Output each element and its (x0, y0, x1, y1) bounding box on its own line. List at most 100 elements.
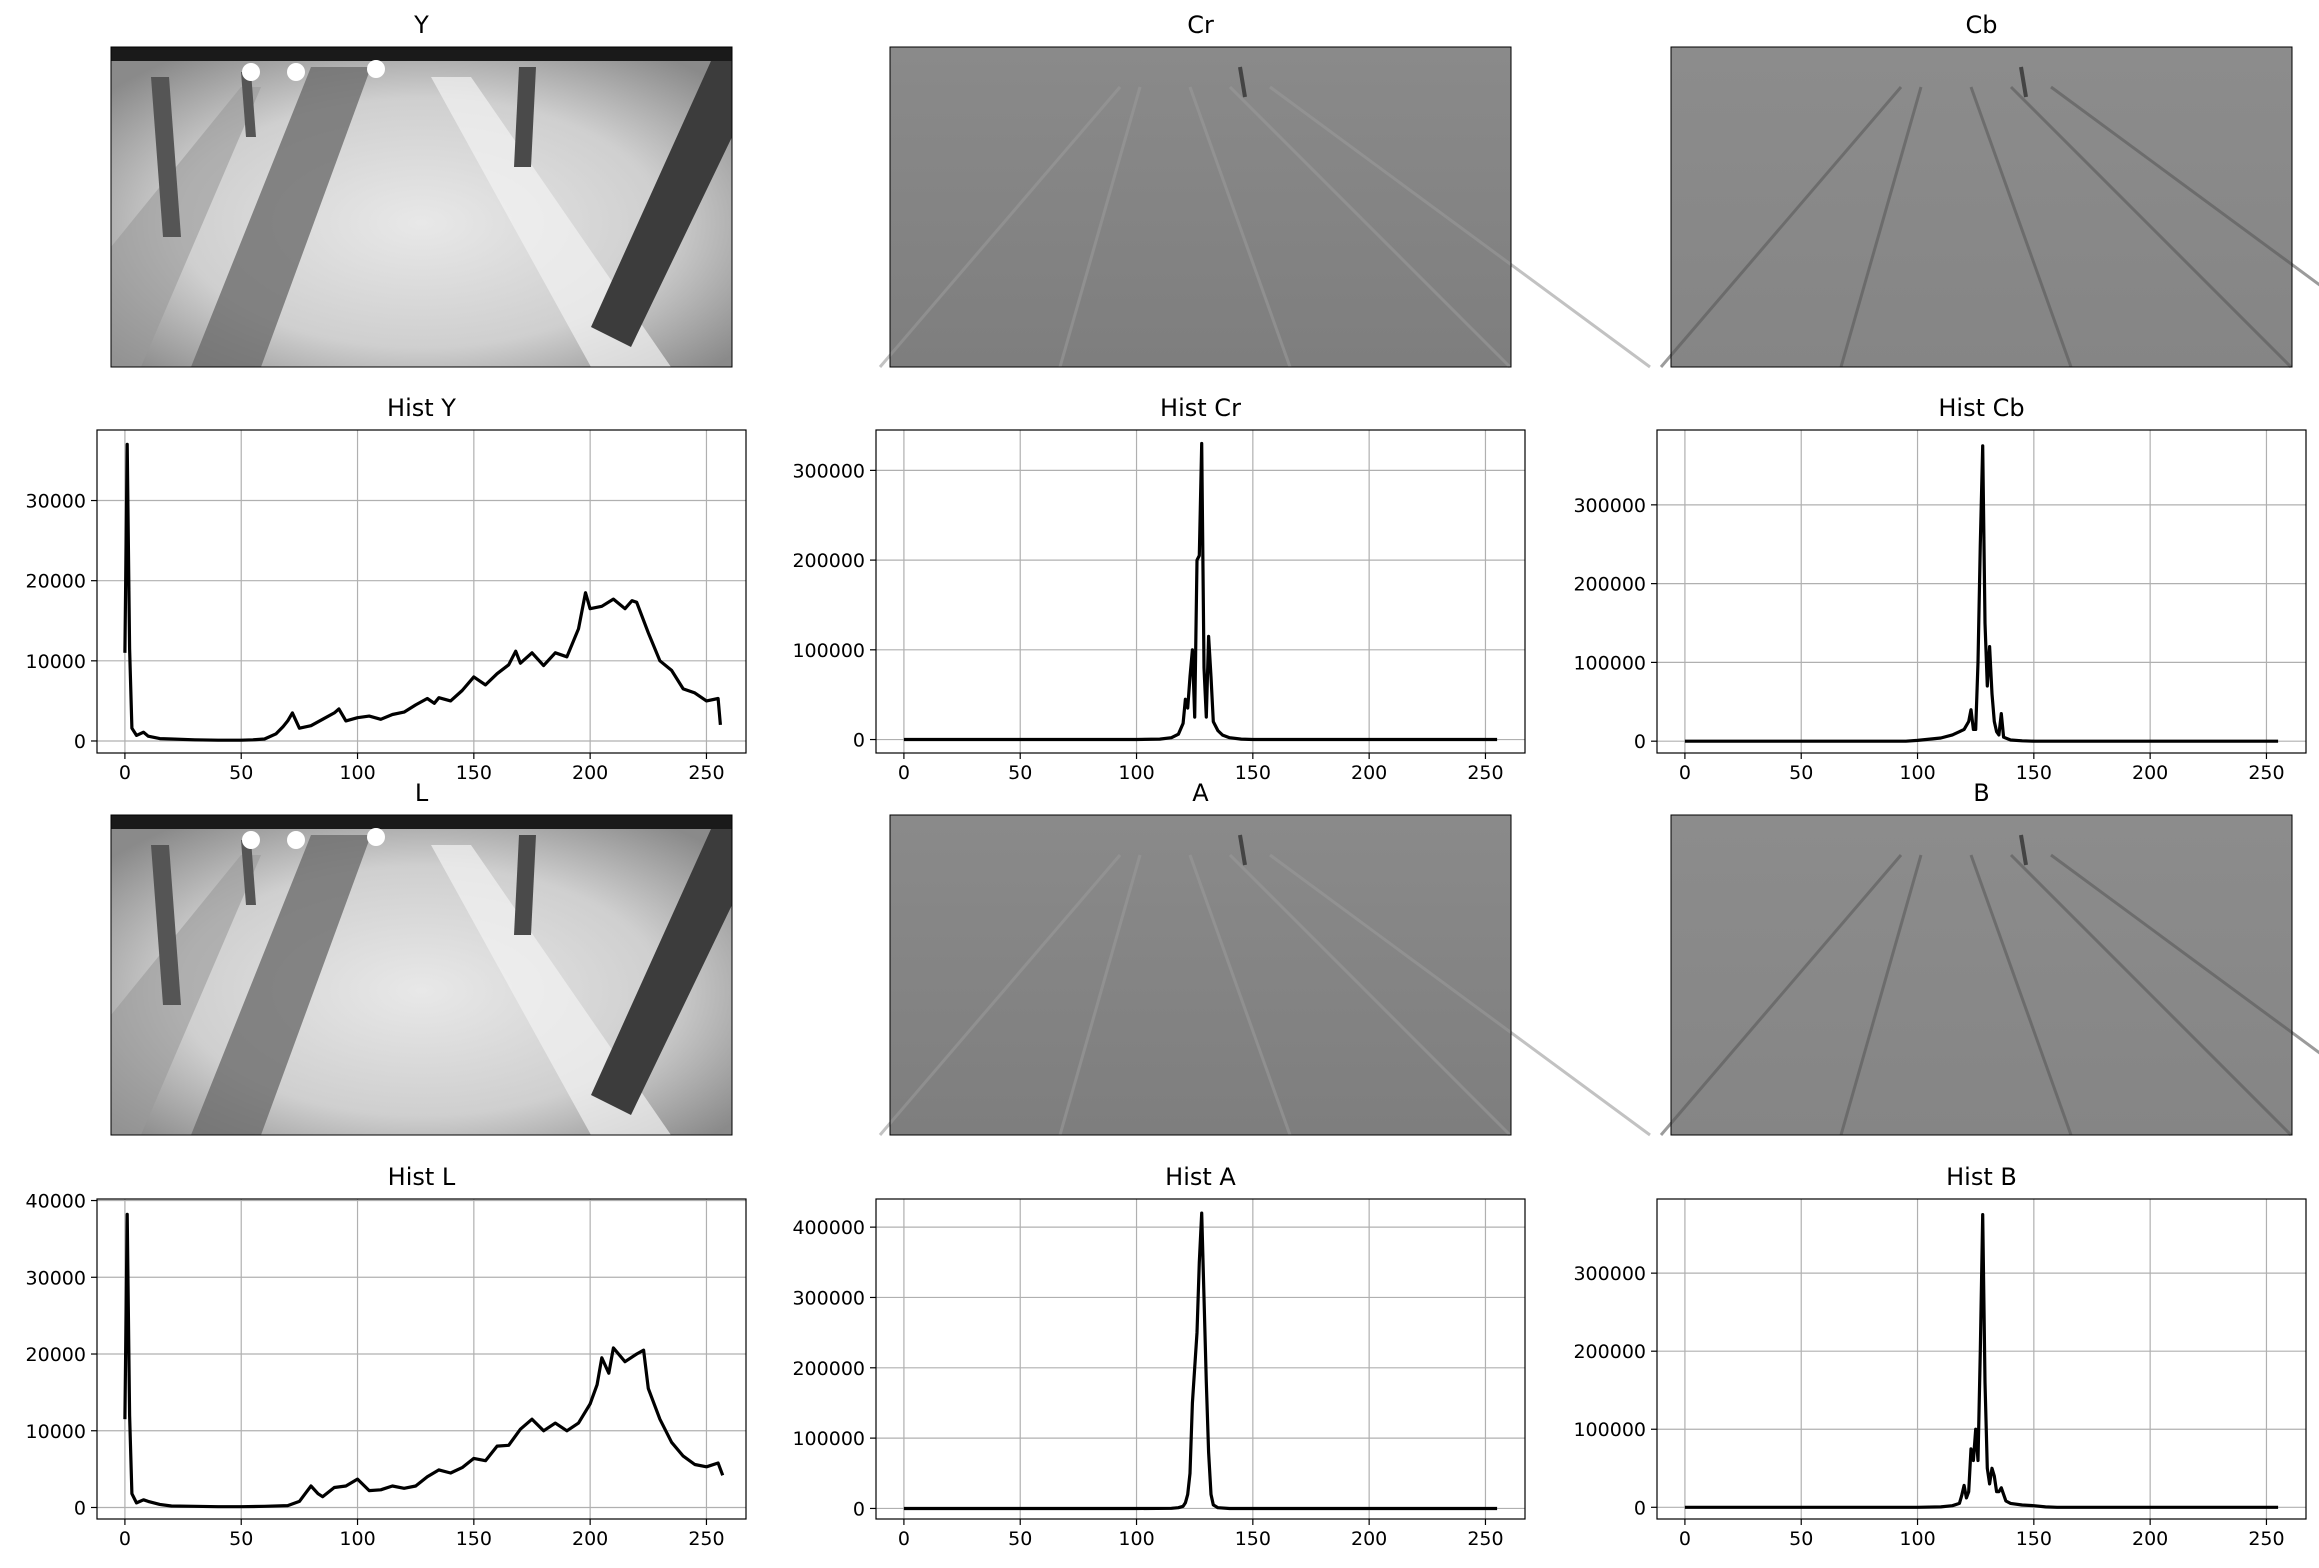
chart-hist-b: Hist B 0 50 100 150 200 250 0 100000 200000 300000 (1573, 1163, 2307, 1550)
y-tick-label: 0 (1634, 1497, 1646, 1519)
x-tick-label: 0 (898, 762, 910, 784)
plot-frame (96, 1198, 747, 1520)
x-tick-label: 100 (1899, 762, 1935, 784)
x-tick-label: 200 (1351, 1528, 1387, 1550)
chart-hist-a: Hist A 0 50 100 150 200 250 0 100000 200000 300000… (792, 1163, 1526, 1550)
x-tick-label: 250 (1467, 762, 1503, 784)
x-tick-label: 200 (1351, 762, 1387, 784)
channel-image (878, 814, 1651, 1137)
x-tick-label: 50 (229, 1528, 253, 1550)
channel-image (110, 814, 733, 1136)
channel-image (878, 46, 1651, 369)
y-tick-label: 400000 (792, 1217, 865, 1239)
image-title: Cb (1966, 11, 1998, 39)
y-tick-label: 300000 (792, 460, 865, 482)
x-tick-label: 250 (1467, 1528, 1503, 1550)
image-panel-l: L (110, 779, 733, 1136)
x-tick-label: 200 (2132, 1528, 2168, 1550)
y-tick-label: 300000 (1573, 1263, 1646, 1285)
image-title: B (1973, 779, 1989, 807)
y-tick-label: 100000 (792, 640, 865, 662)
x-tick-label: 0 (898, 1528, 910, 1550)
y-tick-label: 0 (853, 1498, 865, 1520)
image-title: Y (413, 11, 429, 39)
image-panel-b: B (1659, 779, 2319, 1137)
x-tick-label: 150 (456, 762, 492, 784)
chart-title: Hist A (1165, 1163, 1236, 1191)
histogram-line (903, 1211, 1498, 1511)
channel-image (1659, 46, 2319, 369)
x-tick-label: 100 (1899, 1528, 1935, 1550)
image-title: L (415, 779, 429, 807)
y-tick-label: 20000 (26, 571, 86, 593)
x-tick-label: 50 (229, 762, 253, 784)
chart-hist-l: Hist L 0 50 100 150 200 250 0 10000 20000 30000 400… (26, 1163, 747, 1550)
y-tick-label: 0 (1634, 731, 1646, 753)
y-tick-label: 30000 (26, 491, 86, 513)
grid (97, 1199, 746, 1519)
channel-image (110, 46, 733, 368)
plot-frame (875, 429, 1526, 754)
chart-hist-y: Hist Y 0 50 100 150 200 250 0 10000 20000 30000 (26, 394, 747, 784)
chart-title: Hist B (1946, 1163, 2017, 1191)
x-tick-label: 100 (339, 762, 375, 784)
y-tick-label: 300000 (1573, 495, 1646, 517)
image-panel-cr: Cr (878, 11, 1651, 369)
y-tick-label: 200000 (1573, 574, 1646, 596)
histogram-line (123, 442, 722, 742)
y-tick-label: 0 (74, 1497, 86, 1519)
y-tick-label: 200000 (792, 1358, 865, 1380)
x-tick-label: 100 (339, 1528, 375, 1550)
image-panel-y: Y (110, 11, 733, 368)
channel-image (1659, 814, 2319, 1137)
y-tick-label: 200000 (1573, 1341, 1646, 1363)
x-tick-label: 0 (119, 762, 131, 784)
x-tick-label: 250 (2248, 762, 2284, 784)
y-tick-label: 200000 (792, 550, 865, 572)
x-tick-label: 150 (456, 1528, 492, 1550)
plot-frame (1656, 429, 2307, 754)
x-tick-label: 150 (1235, 762, 1271, 784)
image-title: A (1192, 779, 1209, 807)
chart-title: Hist Y (387, 394, 456, 422)
x-tick-label: 200 (572, 762, 608, 784)
image-title: Cr (1187, 11, 1214, 39)
plot-frame (875, 1198, 1526, 1520)
x-tick-label: 200 (2132, 762, 2168, 784)
histogram-panels: Hist Y0 50 100 150 200 2500100002000030000His… (26, 394, 2307, 1550)
y-tick-label: 0 (74, 731, 86, 753)
x-tick-label: 50 (1789, 762, 1813, 784)
x-tick-label: 200 (572, 1528, 608, 1550)
y-tick-label: 100000 (1573, 1419, 1646, 1441)
plot-frame (1656, 1198, 2307, 1520)
y-tick-label: 100000 (1573, 652, 1646, 674)
x-tick-label: 0 (1679, 1528, 1691, 1550)
histogram-line (903, 441, 1498, 742)
histogram-line (1684, 444, 2279, 743)
image-panel-a: A (878, 779, 1651, 1137)
x-tick-label: 100 (1118, 762, 1154, 784)
histogram-line (123, 1212, 725, 1509)
x-tick-label: 250 (688, 1528, 724, 1550)
image-panels: Y Cr Cb L A B (110, 11, 2319, 1137)
x-tick-label: 50 (1789, 1528, 1813, 1550)
grid (97, 430, 746, 753)
chart-hist-cr: Hist Cr 0 50 100 150 200 250 0 100000 200000 30000… (792, 394, 1526, 784)
chart-title: Hist Cb (1938, 394, 2024, 422)
y-tick-label: 20000 (26, 1344, 86, 1366)
x-tick-label: 0 (1679, 762, 1691, 784)
y-tick-label: 300000 (792, 1287, 865, 1309)
y-tick-label: 100000 (792, 1428, 865, 1450)
x-tick-label: 100 (1118, 1528, 1154, 1550)
image-panel-cb: Cb (1659, 11, 2319, 369)
x-tick-label: 150 (2016, 762, 2052, 784)
x-tick-label: 50 (1008, 762, 1032, 784)
x-tick-label: 250 (2248, 1528, 2284, 1550)
x-tick-label: 0 (119, 1528, 131, 1550)
x-tick-label: 50 (1008, 1528, 1032, 1550)
y-tick-label: 0 (853, 730, 865, 752)
y-tick-label: 10000 (26, 651, 86, 673)
x-tick-label: 250 (688, 762, 724, 784)
y-tick-label: 30000 (26, 1267, 86, 1289)
